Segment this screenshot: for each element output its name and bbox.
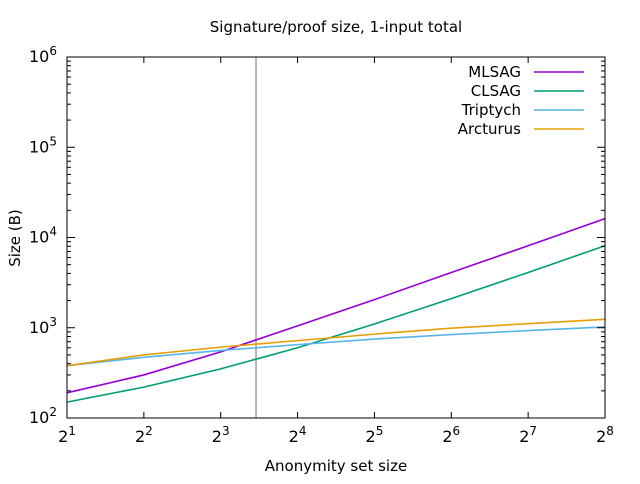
series-line-clsag <box>66 245 606 403</box>
series-line-triptych <box>66 326 606 367</box>
series-line-mlsag <box>66 217 606 394</box>
x-tick-label: 28 <box>596 424 614 446</box>
x-tick-label: 25 <box>366 424 384 446</box>
series-line-arcturus <box>66 318 606 367</box>
chart-title: Signature/proof size, 1-input total <box>210 18 462 36</box>
legend-label-arcturus: Arcturus <box>458 120 521 138</box>
y-tick-label: 104 <box>29 225 57 247</box>
x-tick-label: 26 <box>442 424 460 446</box>
legend-label-triptych: Triptych <box>461 101 521 119</box>
x-tick-label: 22 <box>135 424 153 446</box>
y-axis-label: Size (B) <box>6 209 24 267</box>
x-tick-label: 24 <box>289 424 307 446</box>
x-tick-label: 23 <box>212 424 230 446</box>
plot-frame <box>66 56 606 419</box>
plot-layer: 21 22 23 24 25 26 27 28 102 103 104 105 106 MLSAGCLSA… <box>29 44 614 446</box>
legend-label-clsag: CLSAG <box>471 82 521 100</box>
x-tick-label: 21 <box>58 424 76 446</box>
y-tick-label: 105 <box>29 134 57 156</box>
x-tick-label: 27 <box>519 424 537 446</box>
y-tick-label: 103 <box>29 315 57 337</box>
legend-label-mlsag: MLSAG <box>468 63 521 81</box>
y-tick-label: 106 <box>29 44 57 66</box>
y-tick-label: 102 <box>29 405 57 427</box>
x-axis-label: Anonymity set size <box>265 457 407 475</box>
